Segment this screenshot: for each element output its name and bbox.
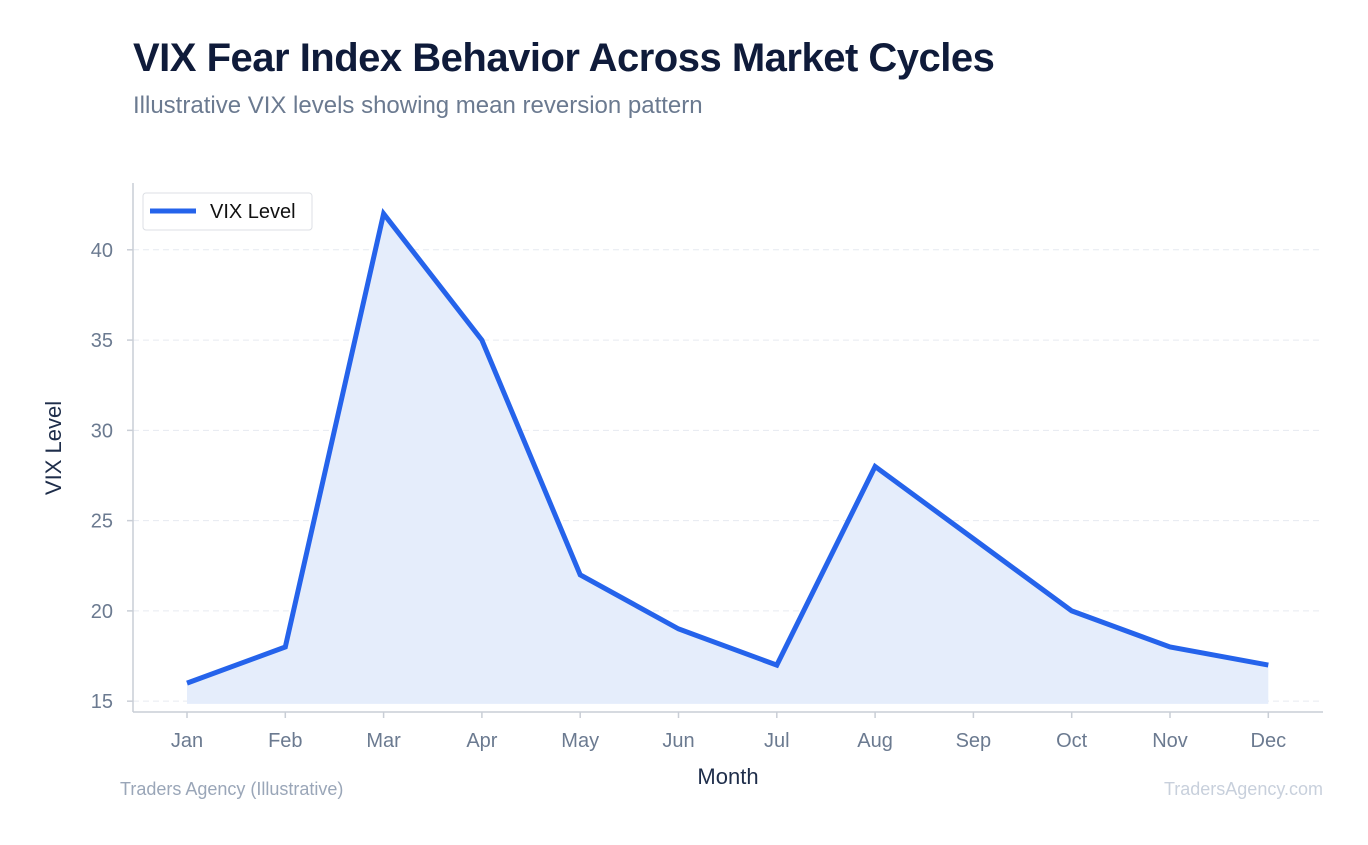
axes [132,183,1323,713]
y-axis-title: VIX Level [41,401,66,495]
chart-subtitle: Illustrative VIX levels showing mean rev… [133,92,703,119]
x-tick-label: May [561,730,599,752]
x-axis-ticks: Jan Feb Mar Apr May Jun Jul Aug Sep Oct Nov Dec [171,712,1286,752]
legend: VIX Level [142,192,313,231]
x-tick-label: Aug [857,730,893,752]
x-tick-label: Dec [1251,730,1287,752]
x-tick-label: Jul [764,730,790,752]
legend-box [142,192,313,231]
y-tick-label: 25 [91,511,113,533]
y-tick-label: 35 [91,330,113,352]
x-tick-label: Mar [366,730,401,752]
x-tick-label: Jan [171,730,203,752]
vix-area-fill [187,213,1269,704]
watermark: TradersAgency.com [1163,779,1323,799]
source-note: Traders Agency (Illustrative) [120,779,344,799]
chart-title: VIX Fear Index Behavior Across Market Cy… [133,36,995,80]
x-tick-label: Jun [662,730,694,752]
x-axis-title: Month [697,764,758,789]
y-axis-ticks: 15 20 25 30 35 40 [91,240,133,713]
y-tick-label: 40 [91,240,113,262]
x-tick-label: Nov [1152,730,1188,752]
legend-label-vix: VIX Level [210,201,296,223]
x-tick-label: Oct [1056,730,1088,752]
vix-series-line [186,207,1269,686]
x-tick-label: Sep [956,730,992,752]
x-tick-label: Feb [268,730,302,752]
y-tick-label: 30 [91,420,113,442]
y-tick-label: 20 [91,601,113,623]
y-tick-label: 15 [91,691,113,713]
x-tick-label: Apr [466,730,497,752]
